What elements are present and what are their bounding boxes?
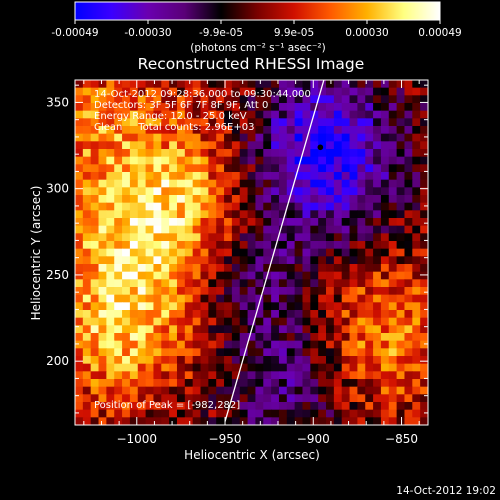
- colorbar-tick-label: 0.00030: [345, 27, 388, 39]
- plot-frame: [74, 79, 429, 426]
- annotation-time-range: 14-Oct-2012 09:28:36.000 to 09:30:44.000: [94, 89, 311, 100]
- y-tick-label: 200: [46, 354, 69, 368]
- colorbar-ticks: -0.00049 -0.00030 -9.9e-05 9.9e-05 0.00030 0.…: [51, 20, 462, 39]
- x-tick-label: −1000: [116, 432, 157, 446]
- annotation-block: 14-Oct-2012 09:28:36.000 to 09:30:44.000…: [94, 89, 311, 133]
- heatmap-image: [75, 80, 428, 425]
- footer-timestamp: 14-Oct-2012 19:02: [396, 485, 496, 497]
- colorbar-tick-label: 0.00049: [418, 27, 461, 39]
- x-axis-label: Heliocentric X (arcsec): [184, 448, 320, 462]
- chart-title: Reconstructed RHESSI Image: [138, 55, 365, 73]
- y-tick-label: 300: [46, 182, 69, 196]
- y-tick-label: 250: [46, 268, 69, 282]
- x-tick-label: −900: [297, 432, 330, 446]
- colorbar-tick-label: 9.9e-05: [274, 27, 314, 39]
- solar-limb-line: [224, 80, 325, 422]
- x-tick-label: −950: [209, 432, 242, 446]
- colorbar-unit-label: (photons cm⁻² s⁻¹ asec⁻²): [190, 42, 325, 54]
- y-tick-label: 350: [46, 95, 69, 109]
- x-tick-label: −850: [385, 432, 418, 446]
- axes-ticks: −1000 −950 −900 −850 200 250 300 350: [46, 80, 428, 446]
- plot-area: −1000 −950 −900 −850 200 250 300 350 14-Oct-201…: [46, 79, 429, 446]
- colorbar-tick-label: -0.00049: [51, 27, 98, 39]
- annotation-energy-range: Energy Range: 12.0 - 25.0 keV: [94, 111, 247, 122]
- colorbar-tick-label: -0.00030: [124, 27, 171, 39]
- colorbar-gradient: [74, 1, 441, 21]
- peak-position-label: Position of Peak = [-982,282]: [94, 400, 240, 411]
- minimum-marker: [317, 144, 324, 151]
- colorbar: -0.00049 -0.00030 -9.9e-05 9.9e-05 0.00030 0.…: [51, 1, 462, 54]
- annotation-counts: Clean Total counts: 2.96E+03: [94, 122, 254, 133]
- colorbar-tick-label: -9.9e-05: [199, 27, 243, 39]
- annotation-detectors: Detectors: 3F 5F 6F 7F 8F 9F, Att 0: [94, 100, 268, 111]
- y-axis-label: Heliocentric Y (arcsec): [29, 186, 43, 321]
